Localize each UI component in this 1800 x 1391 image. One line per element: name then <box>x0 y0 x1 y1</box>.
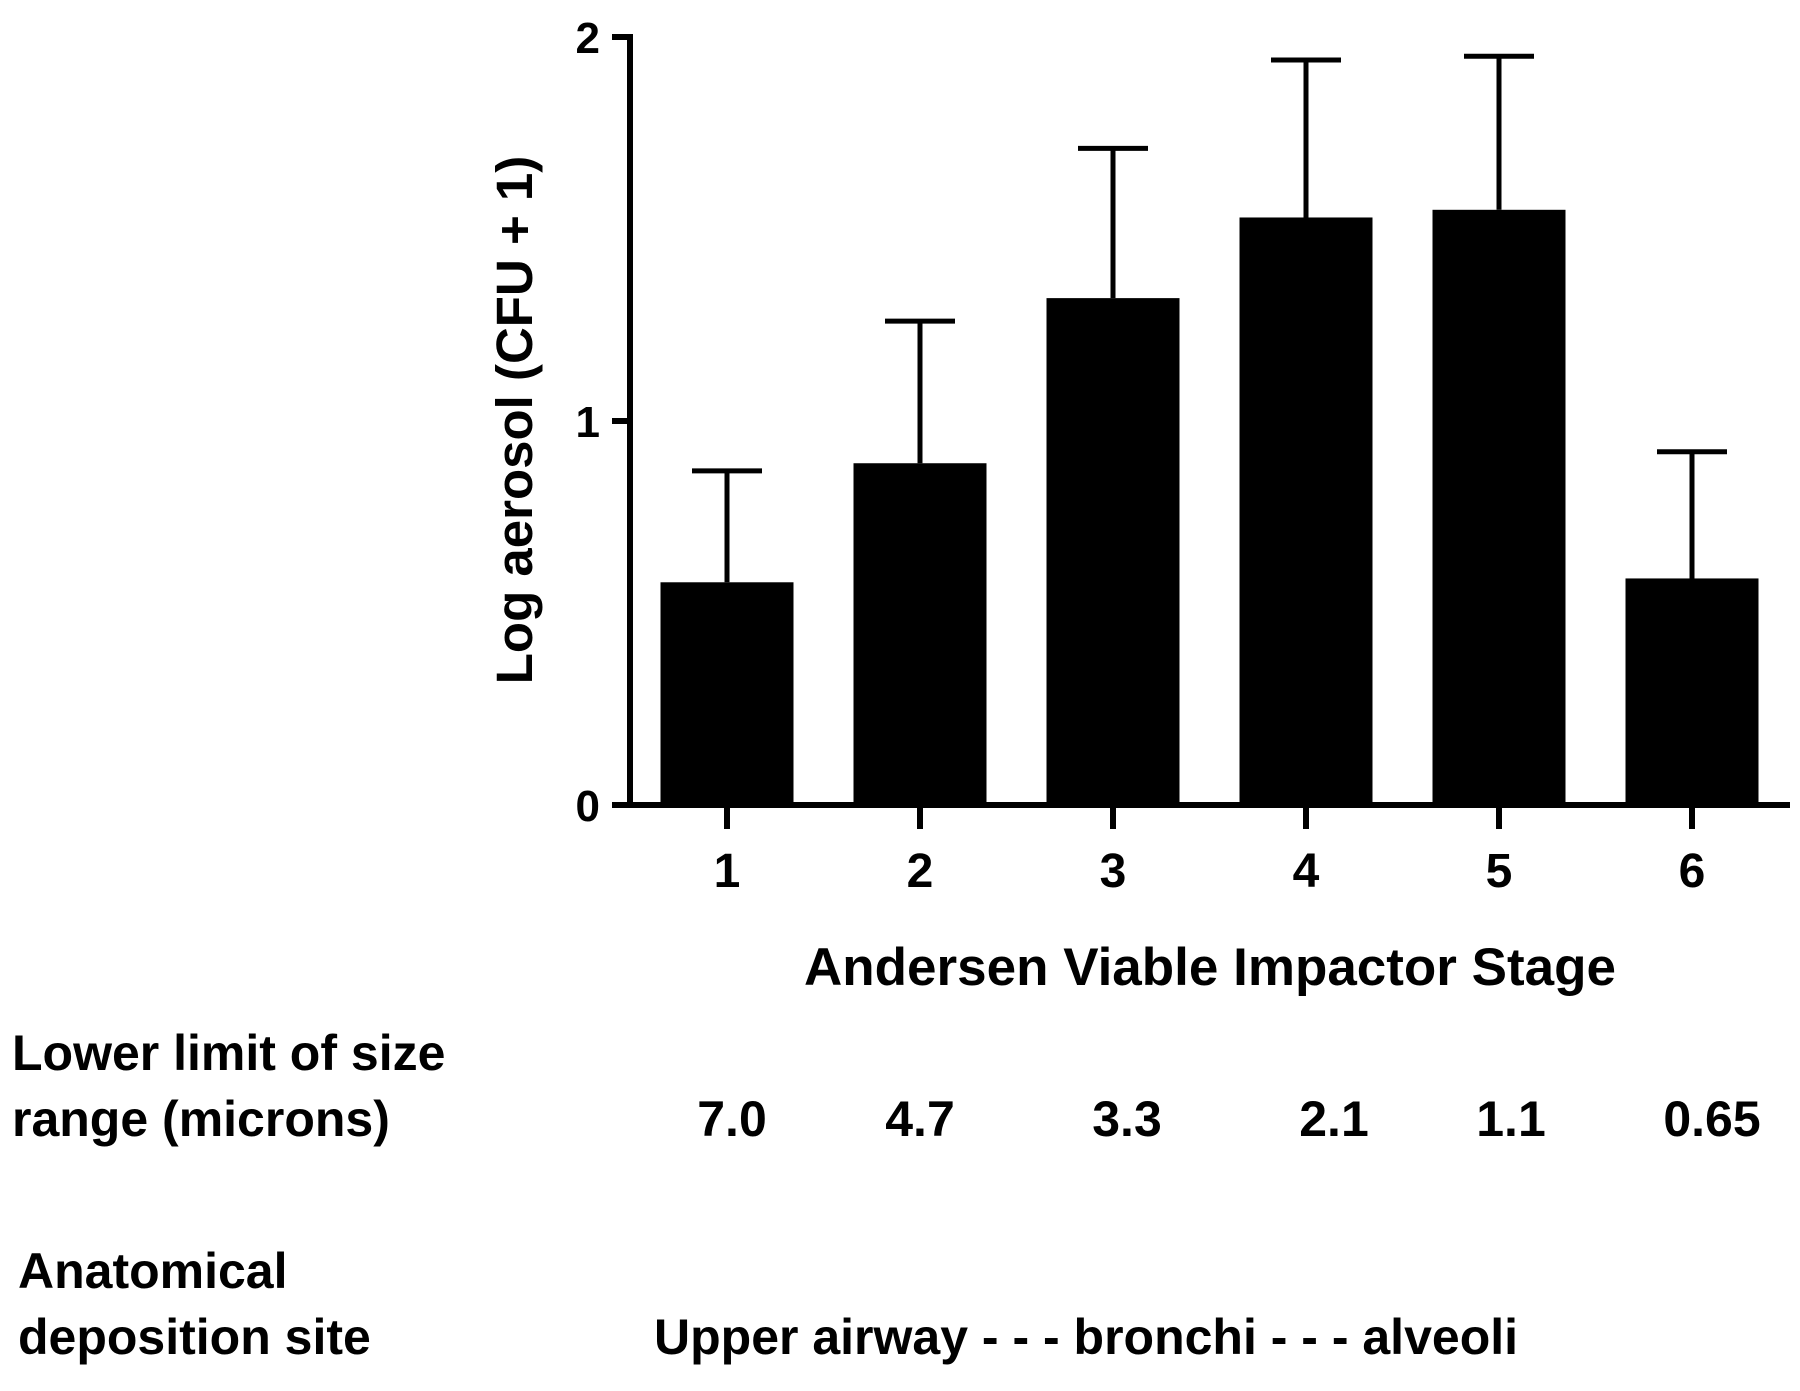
y-axis-label: Log aerosol (CFU + 1) <box>486 156 543 684</box>
size-value-stage-1: 7.0 <box>697 1091 767 1147</box>
y-tick-label-1: 1 <box>576 398 600 447</box>
x-tick-label-2: 2 <box>907 845 934 898</box>
size-range-label-line2: range (microns) <box>12 1091 390 1147</box>
size-value-stage-2: 4.7 <box>885 1091 955 1147</box>
size-range-label: Lower limit of size range (microns) <box>12 1020 445 1152</box>
deposition-site-gradient: Upper airway - - - bronchi - - - alveoli <box>654 1309 1519 1365</box>
bar-3 <box>1046 298 1180 805</box>
size-value-stage-3: 3.3 <box>1092 1091 1162 1147</box>
y-tick-label-2: 2 <box>576 14 600 63</box>
x-tick-label-5: 5 <box>1486 845 1513 898</box>
bar-5 <box>1432 209 1566 806</box>
deposition-site-label-line2: deposition site <box>18 1309 371 1365</box>
x-axis-label: Andersen Viable Impactor Stage <box>804 938 1616 997</box>
bar-1 <box>660 582 794 805</box>
bars <box>660 209 1759 806</box>
error-bars <box>692 53 1727 583</box>
x-tick-label-1: 1 <box>714 845 741 898</box>
y-tick-label-0: 0 <box>576 782 600 831</box>
axes <box>612 34 1790 829</box>
deposition-site-label-line1: Anatomical <box>18 1243 288 1299</box>
deposition-site-label: Anatomical deposition site <box>18 1238 371 1370</box>
bar-6 <box>1625 578 1759 805</box>
size-value-stage-6: 0.65 <box>1663 1091 1761 1147</box>
axis-labels: 0 1 2 1 2 3 4 5 6 Andersen Viable Impactor Stage L… <box>486 14 1705 997</box>
bar-4 <box>1239 217 1373 806</box>
x-tick-label-3: 3 <box>1100 845 1127 898</box>
x-tick-label-4: 4 <box>1293 845 1320 898</box>
x-tick-label-6: 6 <box>1679 845 1706 898</box>
bar-2 <box>853 463 987 805</box>
size-range-label-line1: Lower limit of size <box>12 1025 446 1081</box>
size-value-stage-5: 1.1 <box>1476 1091 1546 1147</box>
size-value-stage-4: 2.1 <box>1299 1091 1369 1147</box>
